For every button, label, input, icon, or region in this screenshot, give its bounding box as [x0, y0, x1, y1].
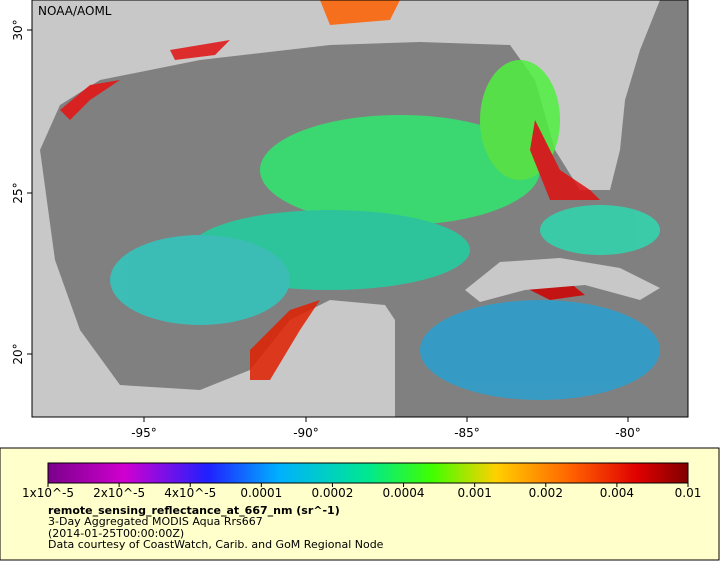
y-tick-label: 20° — [11, 343, 25, 364]
color-bar-label: 0.0004 — [383, 486, 425, 500]
color-bar-label: 0.01 — [675, 486, 702, 500]
axis-ticks: -95° -90° -85° -80° 30° 25° 20° — [11, 19, 641, 440]
time-label: (2014-01-25T00:00:00Z) — [48, 527, 184, 540]
color-bar-label: 1x10^-5 — [22, 486, 74, 500]
cuba — [465, 258, 660, 302]
map-frame — [31, 0, 689, 418]
x-tick-label: -95° — [131, 426, 157, 440]
color-bar-label: 0.0001 — [240, 486, 282, 500]
color-bar-label: 2x10^-5 — [93, 486, 145, 500]
data-overlay — [60, 0, 660, 400]
color-bar-label: 0.004 — [600, 486, 634, 500]
color-bar-labels: 1x10^-5 2x10^-5 4x10^-5 0.0001 0.0002 0.0004 0… — [22, 483, 701, 500]
color-bar-label: 0.001 — [457, 486, 491, 500]
x-tick-label: -90° — [293, 426, 319, 440]
color-bar-label: 0.002 — [529, 486, 563, 500]
color-bar — [47, 462, 689, 484]
credit: NOAA/AOML — [38, 4, 112, 18]
florida-keys-atlantic — [660, 0, 688, 240]
color-bar-label: 0.0002 — [311, 486, 353, 500]
dataset-name: 3-Day Aggregated MODIS Aqua Rrs667 — [48, 515, 263, 528]
x-tick-label: -85° — [454, 426, 480, 440]
courtesy: Data courtesy of CoastWatch, Carib. and … — [48, 538, 384, 551]
y-tick-label: 25° — [11, 182, 25, 203]
x-tick-label: -80° — [615, 426, 641, 440]
map — [32, 0, 688, 417]
variable-name: remote_sensing_reflectance_at_667_nm (sr… — [48, 504, 340, 517]
color-bar-label: 4x10^-5 — [164, 486, 216, 500]
y-tick-label: 30° — [11, 19, 25, 40]
